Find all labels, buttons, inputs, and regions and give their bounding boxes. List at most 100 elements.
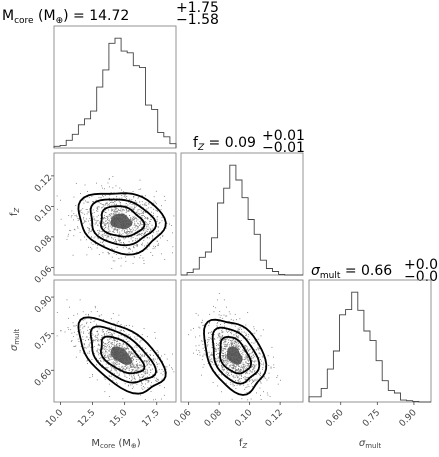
sample-point xyxy=(102,336,104,338)
sample-point xyxy=(79,211,81,213)
sample-point xyxy=(238,381,240,383)
sample-point xyxy=(103,343,105,345)
sample-point xyxy=(142,204,144,206)
sample-point xyxy=(264,376,265,378)
x-tick-label: 0.75 xyxy=(361,408,382,429)
sample-point xyxy=(235,369,237,370)
sample-point xyxy=(132,352,134,354)
sample-point xyxy=(110,192,112,193)
sample-point xyxy=(173,215,175,217)
sample-point xyxy=(149,369,151,371)
sample-point xyxy=(73,345,75,347)
sample-point xyxy=(124,204,126,206)
sample-point xyxy=(131,378,133,380)
sample-point xyxy=(250,367,252,368)
sample-point xyxy=(238,369,239,370)
sample-point xyxy=(119,367,120,369)
sample-point xyxy=(238,346,239,348)
sample-point xyxy=(225,364,227,366)
sample-point xyxy=(142,383,143,385)
sample-point xyxy=(237,341,239,342)
sample-point xyxy=(106,342,108,344)
sample-point xyxy=(236,336,238,338)
sample-point xyxy=(232,385,234,387)
title-mcore-err-minus: −1.58 xyxy=(176,12,219,28)
sample-point xyxy=(118,342,120,344)
sample-point xyxy=(141,365,143,367)
sample-point xyxy=(106,331,108,333)
sample-point xyxy=(252,332,254,334)
sample-point xyxy=(108,235,110,237)
sample-point xyxy=(243,358,245,360)
sample-point xyxy=(111,366,113,368)
sample-point xyxy=(223,349,225,351)
sample-point xyxy=(93,320,95,322)
sample-point xyxy=(145,379,147,381)
sample-point xyxy=(130,202,131,204)
sample-point xyxy=(143,237,145,239)
sample-point xyxy=(236,369,238,371)
sample-point xyxy=(108,345,110,347)
scatter-panel-mcore-fz xyxy=(53,152,177,276)
sample-point xyxy=(227,370,229,371)
sample-point xyxy=(118,366,120,368)
sample-point xyxy=(138,223,140,225)
sample-point xyxy=(104,216,106,218)
sample-point xyxy=(140,366,142,368)
sample-point xyxy=(102,218,104,220)
sample-point xyxy=(259,387,261,389)
sample-point xyxy=(248,353,250,355)
sample-point xyxy=(96,220,98,222)
sample-point xyxy=(115,204,117,205)
sample-point xyxy=(109,222,111,224)
sample-point xyxy=(128,367,130,369)
sample-point xyxy=(102,233,104,235)
sample-point xyxy=(114,227,116,229)
sample-point xyxy=(218,353,220,354)
sample-point xyxy=(171,225,172,226)
sample-point xyxy=(237,349,239,351)
sample-point xyxy=(211,331,212,333)
sample-point xyxy=(245,354,247,356)
sample-point xyxy=(126,347,128,349)
sample-point xyxy=(231,368,233,369)
sample-point xyxy=(147,228,148,230)
sample-point xyxy=(94,223,96,225)
sample-point xyxy=(127,335,129,336)
sample-point xyxy=(111,213,113,215)
sample-point xyxy=(128,346,130,347)
sample-point xyxy=(73,196,75,198)
sample-point xyxy=(237,337,239,339)
sample-point xyxy=(155,246,156,247)
sample-point xyxy=(86,213,88,215)
sample-point xyxy=(124,194,126,196)
sample-point xyxy=(150,229,152,231)
sample-point xyxy=(150,364,152,365)
sample-point xyxy=(208,337,210,338)
sample-point xyxy=(129,367,131,368)
sample-point xyxy=(128,340,130,342)
sample-point xyxy=(160,237,161,239)
sample-point xyxy=(234,370,236,372)
sample-point xyxy=(112,209,114,211)
sample-point xyxy=(128,251,130,253)
sample-point xyxy=(218,328,220,330)
sample-point xyxy=(145,202,147,204)
sample-point xyxy=(96,247,98,249)
sample-point xyxy=(245,344,247,346)
sample-point xyxy=(123,242,124,244)
sample-point xyxy=(80,329,81,331)
sample-point xyxy=(233,367,234,369)
sample-point xyxy=(149,363,150,365)
sample-point xyxy=(240,369,242,371)
sample-point xyxy=(116,345,118,347)
x-tick-label: 0.90 xyxy=(398,408,419,429)
sample-point xyxy=(248,364,249,366)
sample-point xyxy=(238,347,240,349)
x-tick-label: 0.60 xyxy=(324,408,345,429)
sample-point xyxy=(94,335,96,337)
sample-point xyxy=(202,319,203,321)
sample-point xyxy=(235,371,236,373)
sample-point xyxy=(102,348,104,349)
sample-point xyxy=(263,362,265,364)
